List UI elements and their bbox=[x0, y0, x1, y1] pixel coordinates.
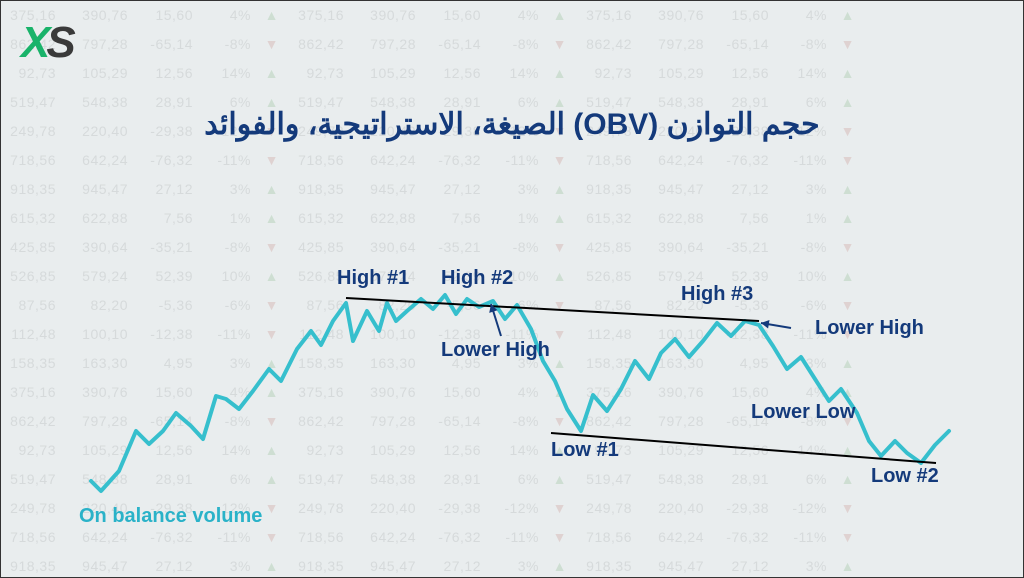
label-lowerhigh2: Lower High bbox=[815, 317, 924, 340]
label-obv: On balance volume bbox=[79, 505, 262, 528]
label-high3: High #3 bbox=[681, 283, 753, 306]
label-lowerlow: Lower Low bbox=[751, 401, 855, 424]
label-high1: High #1 bbox=[337, 267, 409, 290]
label-low2: Low #2 bbox=[871, 465, 939, 488]
label-high2: High #2 bbox=[441, 267, 513, 290]
figure-stage: 375,16390,7615,604%▲375,16390,7615,604%▲… bbox=[0, 0, 1024, 578]
label-lowerhigh1: Lower High bbox=[441, 339, 550, 362]
label-low1: Low #1 bbox=[551, 439, 619, 462]
